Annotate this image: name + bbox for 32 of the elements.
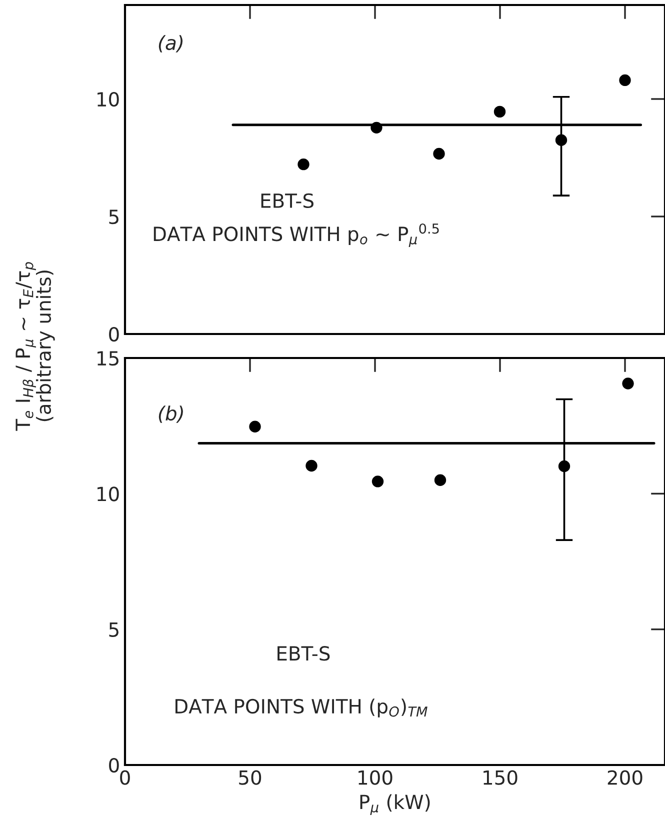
point xyxy=(433,148,445,160)
x-tick-label: 50 xyxy=(239,770,262,785)
y-tick-label: 5 xyxy=(109,622,118,637)
annotation: EBT-S xyxy=(261,193,314,208)
point xyxy=(434,474,446,486)
point xyxy=(298,158,310,170)
y-tick-label: 5 xyxy=(109,210,118,224)
annotation: (b) xyxy=(158,406,183,423)
point xyxy=(555,134,568,146)
annotation: EBT-S xyxy=(278,646,330,661)
x-tick-label: 200 xyxy=(608,770,642,785)
annotation: DATA POINTS WITH p$_{o}$ ~ P$_{μ}$$^{0.5}$ xyxy=(154,223,439,248)
point xyxy=(370,122,382,134)
point xyxy=(558,460,570,472)
point xyxy=(249,420,261,432)
x-axis-title: P$_{μ}$ (kW) xyxy=(360,794,430,816)
y-tick-label: 0 xyxy=(109,758,119,773)
text: T$_{e}$ I$_{Hβ}$ / P$_{μ}$ ~ τ$_{E}$/τ$_{p}$ (arbitrary units) xyxy=(16,262,55,431)
y-tick-label: 15 xyxy=(98,351,118,366)
y-tick-label: 10 xyxy=(98,92,119,107)
annotation: (a) xyxy=(158,35,183,52)
point xyxy=(372,476,384,488)
point xyxy=(306,460,318,472)
point xyxy=(619,74,631,86)
y-tick-label: 0 xyxy=(109,326,119,342)
point xyxy=(494,106,506,118)
x-tick-label: 0 xyxy=(120,770,130,785)
annotation: DATA POINTS WITH (p$_{O}$)$_{TM}$ xyxy=(176,698,428,718)
x-tick-label: 100 xyxy=(358,770,392,785)
y-tick-label: 10 xyxy=(98,486,119,502)
x-tick-label: 150 xyxy=(484,770,518,785)
point xyxy=(622,378,634,390)
